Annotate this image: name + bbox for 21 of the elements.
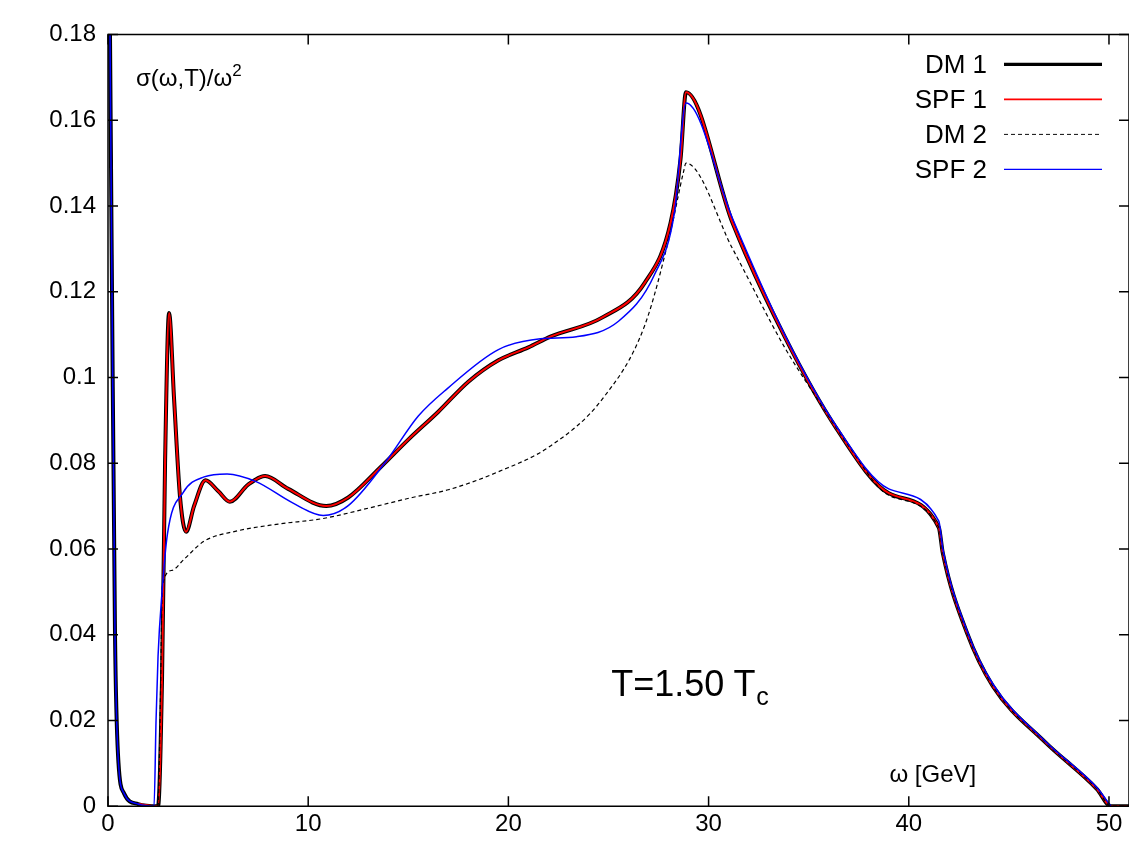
legend-label: DM 1 <box>924 49 988 80</box>
legend-label: DM 2 <box>924 119 988 150</box>
legend-label: SPF 1 <box>914 84 987 115</box>
y-tick-label: 0.18 <box>49 19 96 47</box>
x-tick-label: 0 <box>101 809 115 837</box>
x-tick-label: 30 <box>695 809 722 837</box>
y-tick-label: 0.16 <box>49 104 96 132</box>
legend-label: SPF 2 <box>914 154 987 185</box>
x-tick-label: 50 <box>1095 809 1123 837</box>
y-tick-label: 0.06 <box>49 533 96 561</box>
y-tick-label: 0.04 <box>49 619 96 647</box>
y-tick-label: 0.12 <box>49 276 96 304</box>
y-tick-label: 0.02 <box>49 705 96 733</box>
y-tick-label: 0.08 <box>49 447 96 475</box>
y-tick-label: 0 <box>82 790 96 818</box>
x-tick-label: 10 <box>294 809 322 837</box>
y-tick-label: 0.14 <box>49 190 96 218</box>
x-axis-title: ω [GeV] <box>889 760 977 788</box>
x-tick-label: 20 <box>495 809 522 837</box>
y-tick-label: 0.1 <box>62 362 96 390</box>
x-tick-label: 40 <box>895 809 923 837</box>
